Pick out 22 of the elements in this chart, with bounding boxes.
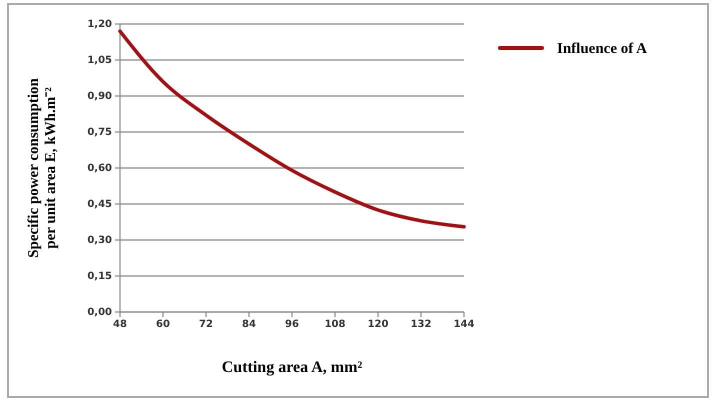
x-tick-label: 96 [285,319,299,330]
x-tick-label: 120 [368,319,388,330]
y-tick-label: 0,15 [87,271,112,282]
x-tick-label: 132 [410,319,432,330]
y-tick-label: 1,20 [87,19,112,30]
x-tick-label: 72 [199,319,213,330]
y-tick-label: 0,45 [87,199,112,210]
y-tick-label: 0,75 [87,127,112,138]
line-series [118,29,466,229]
x-tick-label: 108 [324,319,346,330]
legend-label: Influence of A [557,41,648,57]
x-tick-label: 60 [156,319,170,330]
y-tick-label: 0,00 [87,307,112,318]
x-axis-title: Cutting area A, mm² [222,359,362,376]
y-axis-title: Specific power consumption per unit area E, kWh.m⁻² [26,77,59,258]
y-tick-label: 0,30 [87,235,112,246]
y-tick-label: 1,05 [87,55,112,66]
x-tick-label: 84 [242,319,256,330]
x-tick-label: 144 [454,319,474,330]
y-tick-label: 0,60 [87,163,112,174]
x-tick-label: 48 [113,319,127,330]
y-tick-label: 0,90 [87,91,112,102]
